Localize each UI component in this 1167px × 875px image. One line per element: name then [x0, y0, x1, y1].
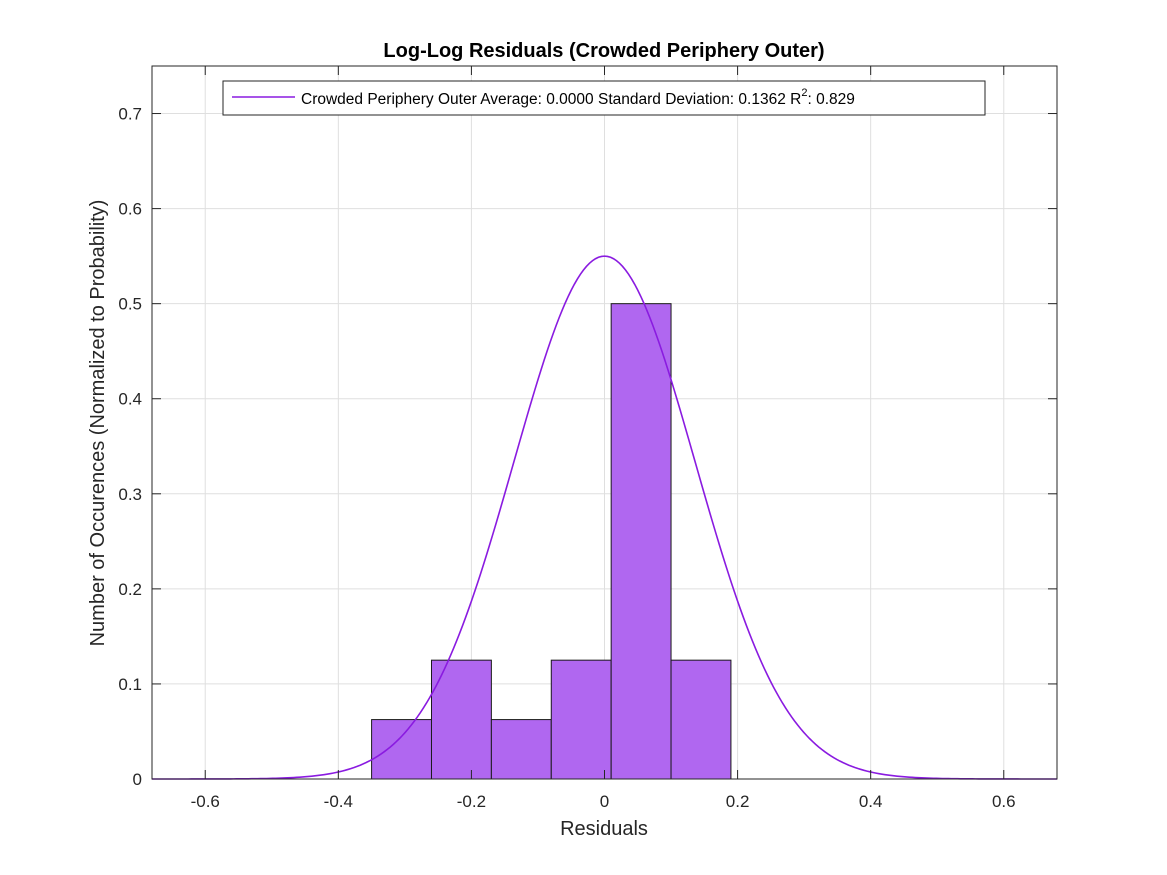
plot-area: [151, 65, 1058, 780]
legend-entry-superscript: 2: [801, 87, 807, 99]
x-tick-label: -0.2: [457, 792, 486, 811]
histogram-bar: [490, 719, 552, 780]
legend: Crowded Periphery Outer Average: 0.0000 …: [222, 80, 986, 116]
x-tick-labels: -0.6 -0.4 -0.2 0 0.2 0.4 0.6: [191, 792, 1016, 811]
x-axis-label: Residuals: [560, 818, 648, 840]
legend-entry: Crowded Periphery Outer Average: 0.0000 …: [301, 87, 855, 108]
histogram-bar: [610, 303, 672, 780]
y-tick-label: 0.5: [118, 295, 142, 314]
legend-entry-suffix: : 0.829: [807, 91, 854, 108]
x-tick-label: -0.6: [191, 792, 220, 811]
tick-marks: [152, 66, 1057, 780]
y-tick-label: 0.3: [118, 485, 142, 504]
x-tick-label: -0.4: [324, 792, 353, 811]
fit-curve: [152, 255, 1057, 780]
y-tick-label: 0.1: [118, 675, 142, 694]
y-tick-label: 0: [133, 770, 142, 789]
histogram-bars: [371, 303, 732, 780]
y-tick-label: 0.6: [118, 200, 142, 219]
y-tick-label: 0.7: [118, 105, 142, 124]
chart-title: Log-Log Residuals (Crowded Periphery Out…: [383, 40, 824, 62]
x-tick-label: 0.6: [992, 792, 1016, 811]
legend-entry-prefix: Crowded Periphery Outer Average: 0.0000 …: [301, 91, 801, 108]
y-tick-label: 0.4: [118, 390, 142, 409]
legend-box: [222, 80, 986, 116]
histogram-bar: [371, 719, 432, 780]
histogram-bar: [550, 659, 612, 780]
y-tick-labels: 0 0.1 0.2 0.3 0.4 0.5 0.6 0.7: [118, 105, 142, 789]
y-axis-label: Number of Occurences (Normalized to Prob…: [87, 200, 109, 647]
x-tick-label: 0: [600, 792, 609, 811]
histogram-bar: [670, 659, 732, 780]
x-tick-label: 0.2: [726, 792, 750, 811]
y-tick-label: 0.2: [118, 580, 142, 599]
x-tick-label: 0.4: [859, 792, 883, 811]
